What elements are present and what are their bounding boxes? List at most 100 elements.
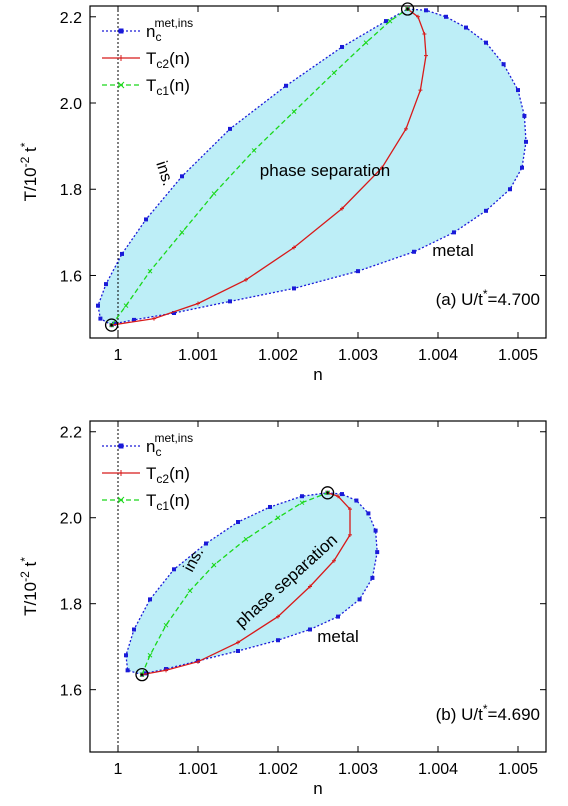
text-span: (n) <box>169 76 190 95</box>
text-span: T/10 <box>21 582 40 616</box>
data-point <box>291 109 297 114</box>
data-point <box>172 567 176 572</box>
text-span: -2 <box>18 156 32 167</box>
legend-label-tc1: Tc1(n) <box>146 491 190 513</box>
metal-label: metal <box>432 241 474 260</box>
x-axis-label: n <box>313 365 322 384</box>
data-point <box>331 70 337 76</box>
text-span: T <box>146 76 156 95</box>
y-tick-label: 2.0 <box>60 511 82 528</box>
data-point <box>172 310 176 315</box>
critical-point-center <box>140 673 144 676</box>
data-point <box>418 88 423 93</box>
text-span: met,ins <box>154 16 193 30</box>
data-point <box>424 53 428 58</box>
x-tick-label: 1.005 <box>498 347 538 364</box>
data-point <box>375 550 380 555</box>
legend-marker <box>118 28 124 34</box>
data-point <box>524 139 528 144</box>
coexistence-region <box>98 9 526 326</box>
metal-label: metal <box>317 627 359 646</box>
critical-point <box>320 486 335 500</box>
data-point <box>484 40 488 45</box>
y-tick-label: 1.6 <box>60 683 82 700</box>
data-point <box>444 14 448 19</box>
text-span: * <box>18 557 32 562</box>
insulator-label: ins. <box>152 159 176 188</box>
data-point <box>308 584 312 589</box>
text-span: (n) <box>169 491 190 510</box>
data-point <box>125 668 130 673</box>
data-point <box>508 187 512 192</box>
y-tick-label: 1.8 <box>60 182 82 199</box>
critical-point-center <box>326 491 329 495</box>
nc-boundary <box>97 8 527 326</box>
text-span: * <box>483 287 488 301</box>
data-point <box>422 32 427 37</box>
x-tick-label: 1.003 <box>338 347 378 364</box>
data-point <box>292 286 296 291</box>
data-point <box>152 316 156 321</box>
data-point <box>363 40 369 46</box>
data-point <box>196 301 200 306</box>
data-point <box>276 614 280 619</box>
critical-point <box>135 667 149 682</box>
data-point <box>336 614 340 619</box>
data-point <box>179 230 185 235</box>
critical-point <box>400 2 415 16</box>
text-span: c1 <box>156 84 169 98</box>
data-point <box>211 562 217 568</box>
data-point <box>163 622 169 628</box>
data-point <box>340 44 344 49</box>
text-span: c <box>155 445 161 459</box>
data-point <box>164 668 168 673</box>
data-point <box>243 536 249 542</box>
y-axis-label: T/10-2 t* <box>18 142 40 201</box>
legend-label-tc2: Tc2(n) <box>146 49 190 71</box>
data-point <box>180 174 184 179</box>
data-point <box>228 299 232 304</box>
text-span: n <box>146 437 155 456</box>
data-point <box>236 520 240 525</box>
text-span: (b) U/t <box>436 705 484 724</box>
data-point <box>292 245 296 250</box>
data-point <box>147 268 153 274</box>
legend-label-tc2: Tc2(n) <box>146 464 190 486</box>
data-point <box>120 251 124 256</box>
data-point <box>112 321 116 326</box>
text-span: c2 <box>156 472 169 486</box>
text-span: (a) U/t <box>436 290 484 309</box>
data-point <box>244 277 248 282</box>
x-tick-label: 1.002 <box>258 761 298 778</box>
data-point <box>404 126 408 131</box>
x-tick-label: 1 <box>114 761 123 778</box>
data-point <box>123 303 129 309</box>
data-point <box>196 659 200 664</box>
y-tick-label: 2.0 <box>60 96 82 113</box>
legend-label-nc: ncmet,ins <box>146 16 193 44</box>
text-span: =4.690 <box>488 705 540 724</box>
x-tick-label: 1.005 <box>498 761 538 778</box>
y-tick-label: 1.6 <box>60 268 82 285</box>
data-point <box>356 269 360 274</box>
data-point <box>516 88 520 93</box>
legend-label-nc: ncmet,ins <box>146 431 193 459</box>
y-tick-label: 1.8 <box>60 597 82 614</box>
data-point <box>340 206 344 211</box>
data-point <box>308 627 312 632</box>
coexistence-region <box>126 492 378 675</box>
data-point <box>370 575 375 580</box>
plot-frame <box>89 5 547 339</box>
data-point <box>424 8 428 13</box>
data-point <box>276 638 280 643</box>
critical-point <box>104 318 119 332</box>
data-point <box>132 627 136 632</box>
text-span: (n) <box>169 49 190 68</box>
text-span: T <box>146 491 156 510</box>
data-point <box>348 532 352 537</box>
x-tick-label: 1.001 <box>178 347 218 364</box>
legend-marker <box>118 55 124 61</box>
data-point <box>412 249 416 254</box>
text-span: =4.700 <box>488 290 540 309</box>
text-span: * <box>18 142 32 147</box>
